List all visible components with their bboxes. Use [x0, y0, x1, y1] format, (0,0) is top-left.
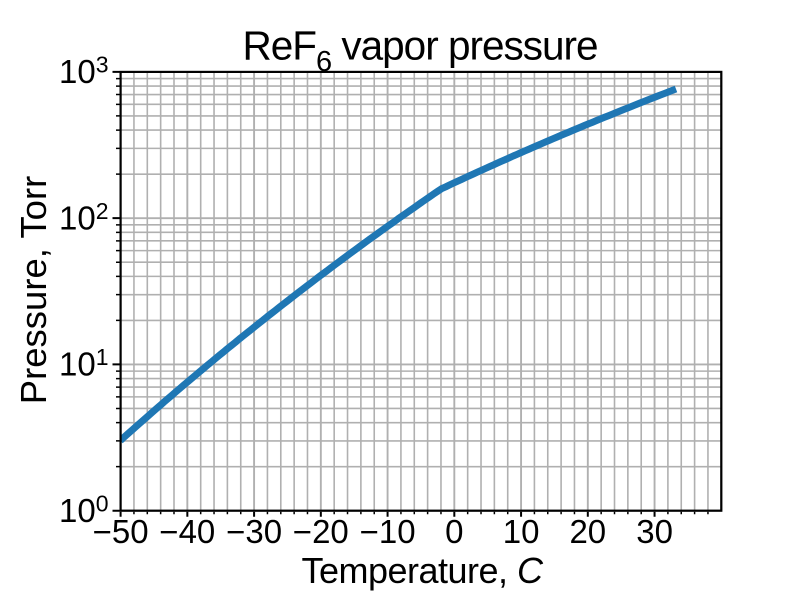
svg-text:0: 0	[445, 513, 463, 550]
svg-text:−30: −30	[226, 513, 282, 550]
svg-text:30: 30	[636, 513, 673, 550]
svg-text:Pressure, Torr: Pressure, Torr	[13, 176, 54, 405]
svg-text:−20: −20	[293, 513, 349, 550]
svg-text:−50: −50	[93, 513, 149, 550]
svg-text:10: 10	[503, 513, 540, 550]
svg-text:100: 100	[59, 491, 109, 530]
svg-text:Temperature, C: Temperature, C	[301, 550, 544, 591]
svg-text:−40: −40	[159, 513, 215, 550]
svg-text:20: 20	[569, 513, 606, 550]
svg-text:−10: −10	[360, 513, 416, 550]
